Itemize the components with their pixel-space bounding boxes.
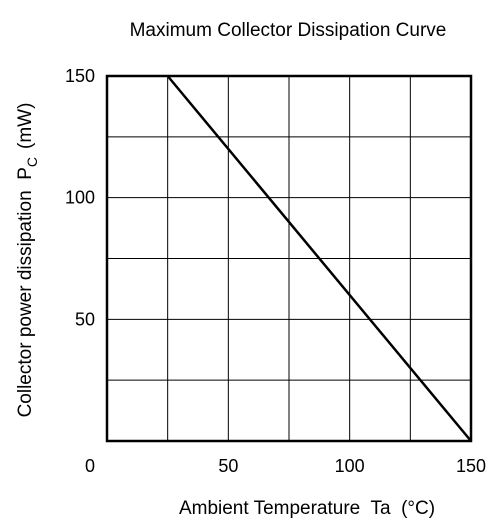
x-tick-label: 50: [218, 456, 238, 476]
x-tick-label: 150: [456, 456, 486, 476]
plot-frame: [105, 74, 473, 443]
x-tick-label: 100: [335, 456, 365, 476]
y-axis-label-main: Collector power dissipation P: [15, 167, 36, 417]
y-tick-label: 150: [65, 66, 95, 86]
y-tick-label: 100: [65, 188, 95, 208]
y-axis-label-unit: (mW): [15, 103, 36, 149]
x-axis-ticks: 0 50 100 150: [85, 456, 486, 476]
x-tick-label: 0: [85, 456, 95, 476]
y-axis-label: Collector power dissipation PC (mW): [15, 103, 40, 418]
y-axis-label-subscript: C: [24, 157, 40, 167]
dissipation-curve: [166, 75, 472, 442]
chart-title: Maximum Collector Dissipation Curve: [130, 20, 447, 41]
grid: [107, 76, 471, 441]
y-axis-ticks: 50 100 150: [65, 66, 95, 329]
series-layer: [166, 75, 472, 442]
x-axis-label: Ambient Temperature Ta (°C): [179, 498, 435, 519]
y-tick-label: 50: [75, 309, 95, 329]
